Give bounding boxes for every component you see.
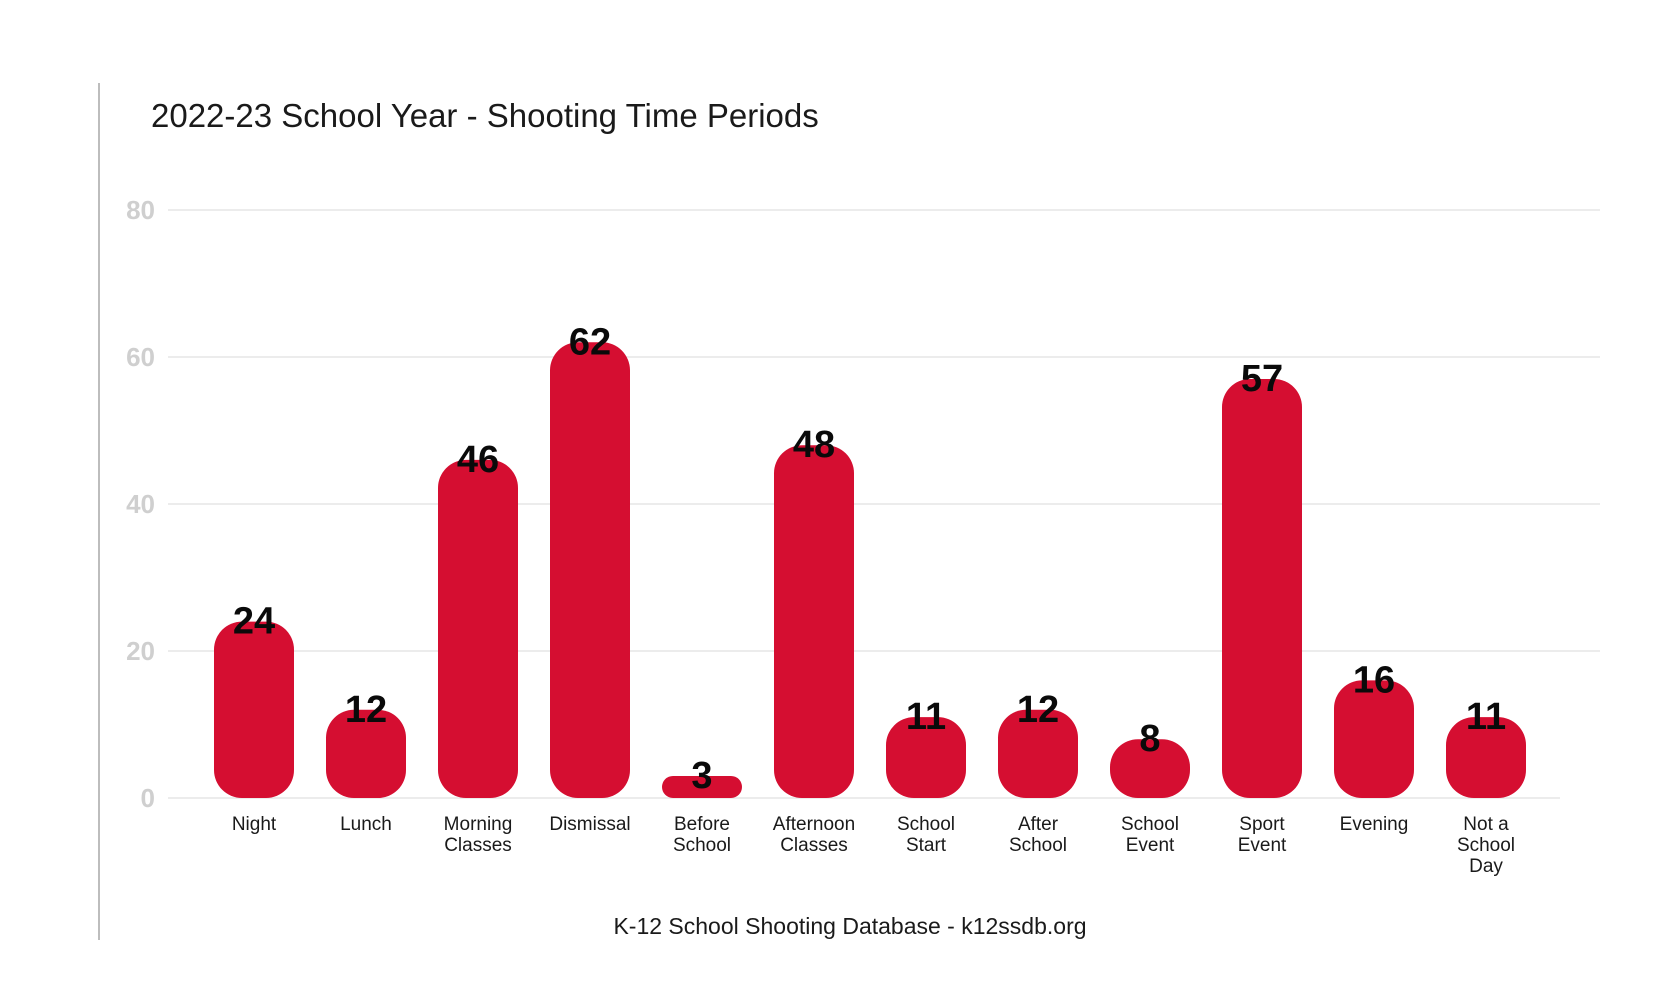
data-label: 11 <box>1466 696 1506 738</box>
x-tick-label: Morning Classes <box>444 814 513 856</box>
data-label: 57 <box>1241 358 1283 400</box>
x-tick-label: Night <box>232 814 277 835</box>
x-tick-label: Before School <box>673 814 731 856</box>
y-axis-ticks: 0 20 40 60 80 <box>126 195 155 813</box>
bar <box>1446 717 1526 798</box>
data-label: 16 <box>1353 659 1395 701</box>
data-label: 48 <box>793 424 835 466</box>
data-label: 3 <box>691 755 712 797</box>
x-tick-label: Afternoon Classes <box>773 814 855 856</box>
bar <box>438 459 518 798</box>
data-label: 46 <box>457 439 499 481</box>
bars <box>214 342 1526 798</box>
bar <box>1334 680 1414 798</box>
data-label: 62 <box>569 321 611 363</box>
data-label: 12 <box>1017 689 1059 731</box>
data-labels: 24 12 46 62 3 48 11 12 8 57 16 11 <box>233 321 1506 797</box>
x-tick-label: Dismissal <box>549 814 630 835</box>
x-tick-label: Evening <box>1340 814 1409 835</box>
bar <box>326 709 406 798</box>
data-label: 12 <box>345 689 387 731</box>
y-tick-label: 20 <box>126 636 155 666</box>
y-tick-label: 60 <box>126 342 155 372</box>
bar <box>998 709 1078 798</box>
y-tick-label: 80 <box>126 195 155 225</box>
data-label: 24 <box>233 601 275 643</box>
data-label: 11 <box>906 696 946 738</box>
x-tick-label: Sport Event <box>1238 814 1287 856</box>
data-label: 8 <box>1139 718 1160 760</box>
x-tick-label: Not a School Day <box>1457 814 1515 877</box>
bar <box>774 445 854 798</box>
x-tick-label: After School <box>1009 814 1067 856</box>
bar <box>886 717 966 798</box>
gridlines <box>168 209 1600 799</box>
bar <box>550 342 630 798</box>
chart-title: 2022-23 School Year - Shooting Time Peri… <box>151 97 819 134</box>
x-tick-label: School Start <box>897 814 955 856</box>
bar <box>1110 739 1190 798</box>
y-tick-label: 0 <box>141 783 155 813</box>
bar <box>1222 379 1302 798</box>
x-axis-ticks: Night Lunch Morning Classes Dismissal Before S… <box>232 814 1515 877</box>
x-tick-label: Lunch <box>340 814 392 835</box>
bar <box>662 775 742 798</box>
y-tick-label: 40 <box>126 489 155 519</box>
x-tick-label: School Event <box>1121 814 1179 856</box>
source-caption: K-12 School Shooting Database - k12ssdb.… <box>613 913 1086 939</box>
bar <box>214 621 294 798</box>
